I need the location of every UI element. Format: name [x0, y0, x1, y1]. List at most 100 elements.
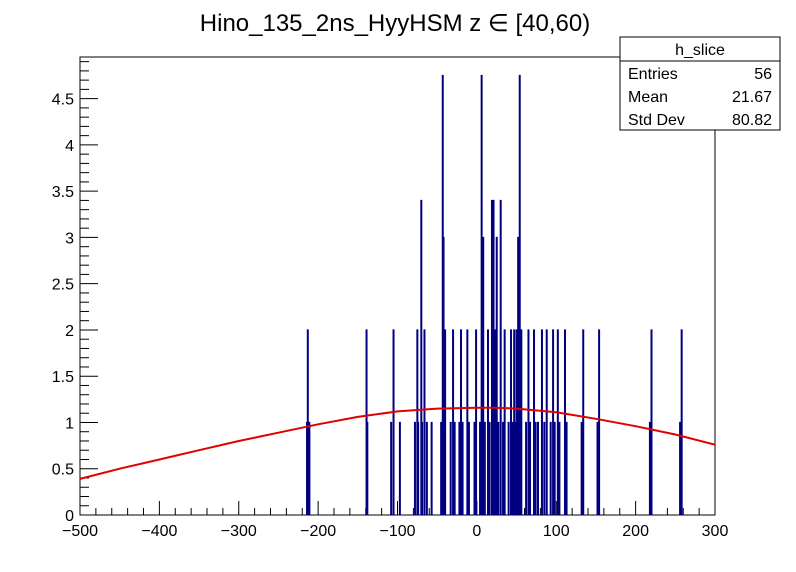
- histogram-bin: [490, 199, 493, 515]
- histogram-bin: [536, 421, 539, 515]
- histogram-bin: [515, 329, 518, 515]
- histogram-bin: [392, 329, 395, 515]
- histogram-bin: [480, 74, 483, 515]
- histogram-bin: [488, 421, 491, 515]
- histogram-bin: [425, 421, 428, 515]
- histogram-bin: [502, 421, 505, 515]
- histogram-bin: [417, 421, 420, 515]
- x-tick-label: 0: [472, 523, 481, 540]
- histogram-bin: [540, 329, 543, 515]
- histogram-bin: [517, 236, 520, 515]
- histogram-bin: [503, 329, 506, 515]
- y-tick-label: 2.5: [52, 277, 74, 294]
- y-tick-label: 0.5: [52, 462, 74, 479]
- y-tick-label: 3: [65, 230, 74, 247]
- histogram-bin: [398, 421, 401, 515]
- stats-row-label: Std Dev: [628, 112, 685, 129]
- y-tick-label: 4.5: [52, 92, 74, 109]
- histogram-bin: [482, 236, 485, 515]
- histogram-bin: [534, 421, 537, 515]
- histogram-bin: [596, 421, 599, 515]
- x-tick-label: −400: [141, 523, 177, 540]
- histogram-bin: [420, 199, 423, 515]
- stats-row-label: Entries: [628, 66, 678, 83]
- histogram-bin: [442, 236, 445, 515]
- histogram-bin: [513, 421, 516, 515]
- histogram-bin: [518, 74, 521, 515]
- histogram-bin: [458, 421, 461, 515]
- axes-frame: −500 −400 −300 −200 −100 0 100 200 300 0 0.5 1 1.5 2 2…: [52, 56, 729, 540]
- histogram-bin: [679, 421, 682, 515]
- histogram-bin: [421, 421, 424, 515]
- histogram-bin: [598, 329, 601, 515]
- histogram-bin: [366, 421, 369, 515]
- histogram-bin: [473, 421, 476, 515]
- histogram-bin: [467, 421, 470, 515]
- histogram-bin: [525, 421, 528, 515]
- x-tick-label: −100: [379, 523, 415, 540]
- stats-row-value: 21.67: [732, 89, 772, 106]
- histogram-bin: [452, 329, 455, 515]
- histogram-bin: [440, 421, 443, 515]
- histogram-bin: [680, 329, 683, 515]
- stats-row-label: Mean: [628, 89, 668, 106]
- fit-line: [79, 406, 716, 480]
- histogram-bin: [565, 421, 568, 515]
- histogram-bin: [511, 421, 514, 515]
- histogram-bars: [306, 74, 683, 515]
- histogram-bin: [495, 236, 498, 515]
- histogram-bin: [582, 329, 585, 515]
- histogram-bin: [423, 329, 426, 515]
- histogram-bin: [533, 329, 536, 515]
- histogram-bin: [510, 329, 513, 515]
- stats-box-frame: [619, 36, 781, 131]
- histogram-bin: [483, 421, 486, 515]
- histogram-bin: [507, 421, 510, 515]
- histogram-bin: [520, 329, 523, 515]
- x-tick-label: 200: [622, 523, 649, 540]
- histogram-bin: [580, 421, 583, 515]
- histogram-bin: [460, 329, 462, 515]
- y-tick-label: 0: [65, 508, 74, 525]
- x-tick-label: 300: [702, 523, 729, 540]
- y-tick-label: 1: [65, 415, 74, 432]
- chart-title: Hino_135_2ns_HyyHSM z ∈ [40,60): [200, 10, 590, 37]
- histogram-bin: [552, 329, 555, 515]
- histogram-bin: [449, 421, 452, 515]
- histogram-bin: [479, 421, 482, 515]
- y-tick-label: 3.5: [52, 184, 74, 201]
- histogram-bin: [563, 329, 566, 515]
- histogram-bin: [553, 421, 556, 515]
- x-tick-label: −500: [62, 523, 98, 540]
- y-tick-label: 1.5: [52, 369, 74, 386]
- x-tick-label: 100: [543, 523, 570, 540]
- histogram-bin: [492, 199, 495, 515]
- histogram-bin: [306, 329, 309, 515]
- stats-box-title: h_slice: [675, 42, 725, 59]
- histogram-bin: [556, 329, 559, 515]
- histogram-bin: [545, 329, 548, 515]
- histogram-bin: [527, 329, 530, 515]
- stats-row-value: 80.82: [732, 112, 772, 129]
- histogram-bin: [558, 421, 561, 515]
- y-tick-label: 4: [65, 138, 74, 155]
- histogram-bin: [430, 421, 433, 515]
- x-tick-label: −200: [300, 523, 336, 540]
- histogram-bin: [444, 329, 447, 515]
- histogram-bin: [543, 421, 546, 515]
- histogram-bin: [461, 421, 464, 515]
- histogram-bin: [648, 421, 651, 515]
- histogram-bin: [413, 421, 416, 515]
- stats-row-value: 56: [754, 66, 772, 83]
- histogram-bin: [308, 421, 311, 515]
- histogram-bin: [486, 329, 489, 515]
- histogram-bin: [497, 421, 500, 515]
- histogram-bin: [549, 421, 552, 515]
- histogram-bin: [466, 329, 469, 515]
- histogram-bin: [529, 421, 532, 515]
- stats-box: h_slice Entries 56 Mean 21.67 Std Dev 80.82: [619, 36, 781, 131]
- histogram-bin: [494, 329, 497, 515]
- fit-curve: [79, 406, 716, 480]
- histogram-bin: [499, 199, 502, 515]
- x-tick-label: −300: [221, 523, 257, 540]
